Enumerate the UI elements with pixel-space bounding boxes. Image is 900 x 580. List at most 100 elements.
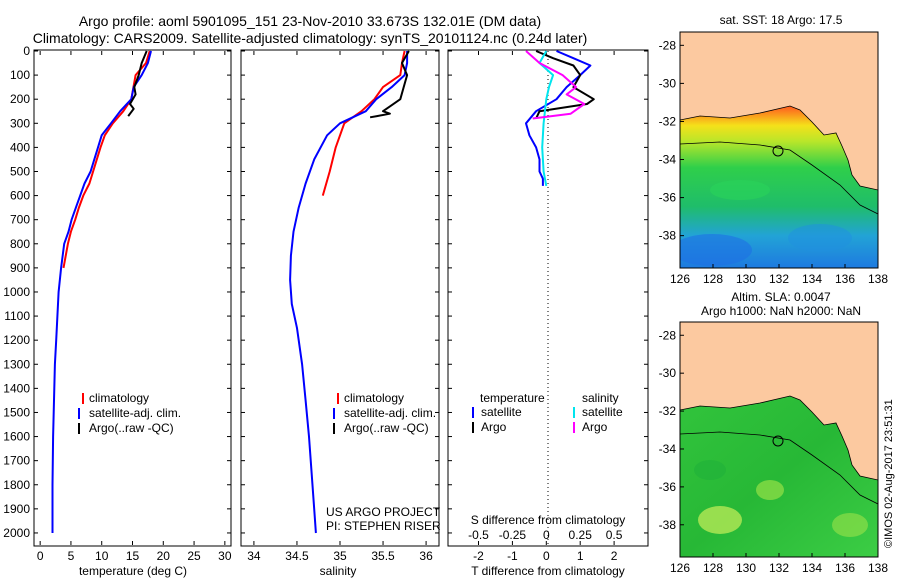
sst-map-title: sat. SST: 18 Argo: 17.5 (720, 13, 843, 27)
legend-t-argo-label: Argo (481, 420, 507, 434)
y-tick-label: 400 (10, 140, 30, 154)
y-tick-label: 1500 (3, 405, 30, 419)
legend-t-satellite-label: satellite (481, 405, 522, 419)
y-tick-label: 1100 (4, 309, 30, 323)
series-line-1 (525, 50, 592, 186)
credit-project: US ARGO PROJECT (326, 505, 441, 519)
s-tick-label: -0.25 (499, 528, 527, 542)
sla-map: Altim. SLA: 0.0047 Argo h1000: NaN h2000… (659, 290, 889, 575)
map-x-tick-label: 126 (670, 561, 690, 575)
x-tick-label: 35 (333, 549, 347, 563)
series-line-4 (525, 50, 586, 120)
title-line2: Climatology: CARS2009. Satellite-adjuste… (33, 30, 588, 46)
x-tick-label: 0 (543, 549, 550, 563)
legend-s-argo-label: Argo (582, 420, 608, 434)
legend-s-satellite-label: satellite (582, 405, 623, 419)
x-tick-label: 2 (611, 549, 618, 563)
y-tick-label: 1700 (3, 454, 30, 468)
x-tick-label: 10 (95, 549, 109, 563)
legend-climatology-label: climatology (89, 391, 149, 405)
map-y-tick-label: -34 (659, 153, 677, 167)
temperature-panel: 0100200300400500600700800900100011001200… (3, 44, 232, 578)
y-tick-label: 1300 (3, 357, 30, 371)
legend-climatology-label: climatology (344, 391, 404, 405)
map-x-tick-label: 136 (835, 561, 855, 575)
x-tick-label: 25 (187, 549, 201, 563)
y-tick-label: 1000 (3, 285, 30, 299)
series-line-3 (369, 50, 410, 119)
map-y-tick-label: -28 (659, 38, 677, 52)
map-x-tick-label: 132 (769, 561, 789, 575)
y-tick-label: 2000 (3, 526, 30, 540)
series-line-3 (127, 50, 148, 117)
x-tick-label: 34 (247, 549, 261, 563)
y-tick-label: 1800 (3, 478, 30, 492)
y-tick-label: 200 (10, 92, 30, 106)
sst-contour (680, 141, 878, 215)
map-y-tick-label: -32 (659, 114, 677, 128)
map-x-tick-label: 134 (802, 561, 822, 575)
x-tick-label: 30 (218, 549, 232, 563)
series-line-1 (321, 50, 406, 196)
x-tick-label: 36 (419, 549, 433, 563)
map-x-tick-label: 128 (703, 561, 723, 575)
x-tick-label: -2 (473, 549, 484, 563)
x-tick-label: 20 (157, 549, 171, 563)
legend-argo-label: Argo(..raw -QC) (344, 421, 429, 435)
sla-high-patch (698, 506, 742, 534)
s-tick-label: 0.5 (606, 528, 623, 542)
s-difference-label: S difference from climatology (471, 513, 626, 527)
salinity-legend: climatology satellite-adj. clim. Argo(..… (333, 391, 436, 435)
y-tick-label: 1400 (3, 381, 30, 395)
map-x-tick-label: 132 (769, 272, 789, 286)
t-difference-label: T difference from climatology (471, 564, 625, 578)
map-y-tick-label: -30 (659, 366, 677, 380)
x-tick-label: 34.5 (285, 549, 309, 563)
legend-satellite-label: satellite-adj. clim. (344, 406, 436, 420)
difference-legend: temperature salinity satellite Argo sate… (472, 391, 623, 434)
sla-contour (680, 431, 878, 505)
sst-argo-marker (772, 145, 784, 157)
sst-map: sat. SST: 18 Argo: 17.5 -28 -30 -32 -34 -36 -… (659, 13, 889, 286)
temperature-legend: climatology satellite-adj. clim. Argo(..… (78, 391, 181, 435)
y-tick-label: 700 (10, 213, 30, 227)
map-y-tick-label: -36 (659, 480, 677, 494)
x-tick-label: -1 (507, 549, 518, 563)
map-x-tick-label: 128 (703, 272, 723, 286)
map-x-tick-label: 138 (868, 272, 888, 286)
y-tick-label: 1900 (3, 502, 30, 516)
y-tick-label: 100 (10, 68, 30, 82)
x-tick-label: 15 (126, 549, 140, 563)
sla-map-title2: Argo h1000: NaN h2000: NaN (701, 304, 861, 318)
series-line-2 (289, 51, 409, 534)
x-tick-label: 1 (577, 549, 584, 563)
legend-temperature-heading: temperature (480, 391, 545, 405)
temperature-xlabel: temperature (deg C) (79, 564, 187, 578)
difference-panel: -2 -1 0 1 2 -0.5 -0.25 0 0.25 0.5 S difference fr… (447, 49, 649, 578)
series-line-2 (535, 50, 595, 119)
map-y-tick-label: -34 (659, 442, 677, 456)
legend-satellite-label: satellite-adj. clim. (89, 406, 181, 420)
y-tick-label: 300 (10, 116, 30, 130)
map-y-tick-label: -28 (659, 328, 677, 342)
y-tick-label: 1600 (3, 430, 30, 444)
x-tick-label: 0 (37, 549, 44, 563)
map-y-tick-label: -30 (659, 76, 677, 90)
sla-low-patch (694, 460, 726, 480)
title-line1: Argo profile: aoml 5901095_151 23-Nov-20… (79, 13, 541, 29)
map-y-tick-label: -38 (659, 518, 677, 532)
temperature-frame (33, 49, 232, 547)
y-tick-label: 500 (10, 164, 30, 178)
map-x-tick-label: 130 (736, 272, 756, 286)
sst-green-patch (710, 180, 770, 200)
y-tick-label: 900 (10, 261, 30, 275)
map-x-tick-label: 136 (835, 272, 855, 286)
x-tick-label: 5 (68, 549, 75, 563)
series-line-3 (538, 50, 555, 187)
imos-footer: ©IMOS 02-Aug-2017 23:51:31 (883, 399, 895, 548)
sla-coastline (680, 395, 878, 481)
series-line-2 (51, 50, 152, 533)
x-tick-label: 35.5 (371, 549, 395, 563)
sst-cool-patch (788, 224, 852, 252)
